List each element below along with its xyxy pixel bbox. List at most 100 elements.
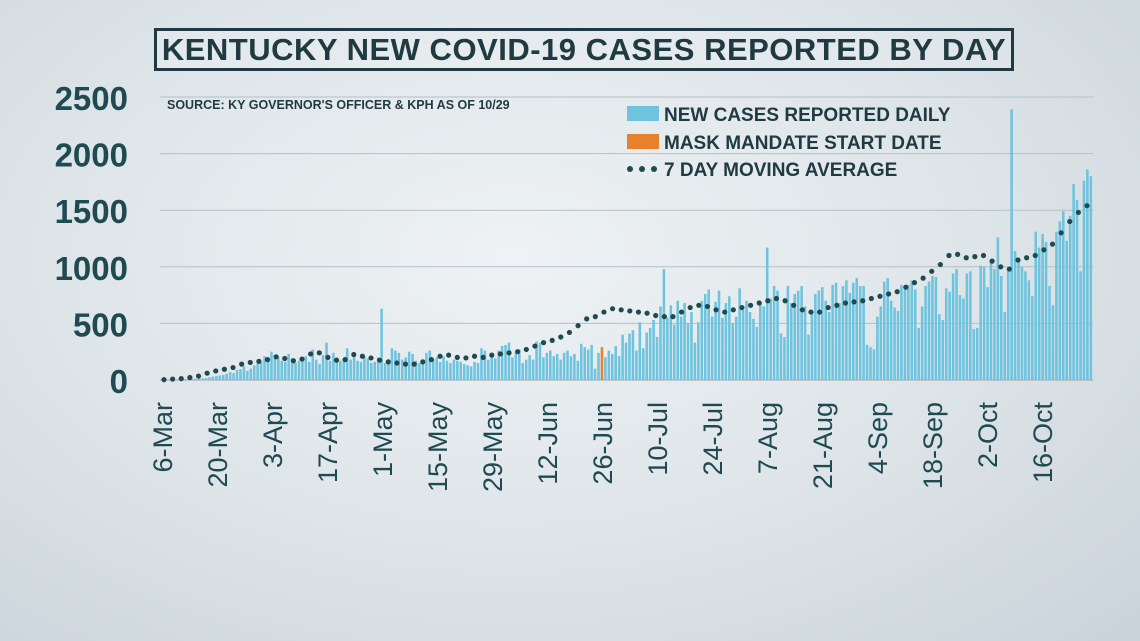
moving-average-dot <box>333 357 340 363</box>
daily-cases-bar <box>728 296 731 380</box>
daily-cases-bar <box>690 312 693 380</box>
daily-cases-bar <box>277 357 280 380</box>
daily-cases-bar <box>342 358 346 380</box>
daily-cases-bar <box>528 355 531 380</box>
moving-average-dot <box>644 310 650 316</box>
moving-average-dot <box>730 307 736 313</box>
moving-average-dot <box>972 254 978 260</box>
x-tick-label: 21-Aug <box>808 402 838 489</box>
daily-cases-bar <box>573 353 576 380</box>
source-note: SOURCE: KY GOVERNOR'S OFFICER & KPH AS O… <box>167 98 510 112</box>
daily-cases-bar <box>593 368 597 380</box>
daily-cases-bar <box>493 358 497 380</box>
daily-cases-bar <box>480 348 483 380</box>
daily-cases-bar <box>421 359 425 380</box>
daily-cases-bar <box>638 322 642 380</box>
daily-cases-bar <box>246 370 249 380</box>
daily-cases-bar <box>714 301 717 380</box>
daily-cases-bar <box>800 286 803 380</box>
daily-cases-bar <box>363 356 366 380</box>
x-tick-label: 16-Oct <box>1028 402 1058 484</box>
daily-cases-bar <box>738 288 741 380</box>
moving-average-dot <box>1032 252 1038 259</box>
daily-cases-bar <box>280 360 284 380</box>
daily-cases-bar <box>748 312 752 380</box>
legend-label: MASK MANDATE START DATE <box>664 133 942 154</box>
daily-cases-bar <box>184 379 187 380</box>
moving-average-dot <box>368 355 374 361</box>
daily-cases-bar <box>941 320 945 380</box>
moving-average-dot <box>420 359 426 365</box>
moving-average-dot <box>463 355 469 361</box>
x-tick-label: 1-May <box>368 402 398 478</box>
moving-average-series <box>161 203 1090 383</box>
daily-cases-bar <box>328 360 332 380</box>
x-tick-label: 18-Sep <box>918 402 948 489</box>
bar-series <box>163 109 1093 380</box>
moving-average-dot <box>290 358 296 364</box>
moving-average-dot <box>394 360 400 366</box>
moving-average-dot <box>998 264 1004 270</box>
daily-cases-bar <box>1072 184 1075 380</box>
daily-cases-bar <box>376 357 380 380</box>
daily-cases-bar <box>676 300 679 380</box>
daily-cases-bar <box>1031 296 1034 380</box>
daily-cases-bar <box>325 342 328 380</box>
daily-cases-bar <box>924 286 927 380</box>
daily-cases-bar <box>308 361 311 380</box>
x-tick-label: 29-May <box>478 402 508 493</box>
moving-average-dot <box>239 361 245 367</box>
daily-cases-bar <box>1024 271 1027 380</box>
daily-cases-bar <box>235 369 239 380</box>
daily-cases-bar <box>893 307 896 380</box>
x-tick-label: 15-May <box>423 402 453 493</box>
daily-cases-bar <box>452 359 456 380</box>
daily-cases-bar <box>769 298 772 380</box>
daily-cases-bar <box>672 324 676 380</box>
daily-cases-bar <box>986 287 989 380</box>
daily-cases-bar <box>641 348 645 380</box>
daily-cases-bar <box>287 353 290 380</box>
daily-cases-bar <box>824 300 827 380</box>
x-tick-label: 2-Oct <box>973 402 1003 469</box>
moving-average-dot <box>601 309 607 315</box>
moving-average-dot <box>627 308 633 314</box>
daily-cases-bar <box>810 314 814 380</box>
legend: NEW CASES REPORTED DAILY MASK MANDATE STA… <box>627 105 951 181</box>
daily-cases-bar <box>948 291 951 380</box>
daily-cases-bar <box>838 303 841 380</box>
daily-cases-bar <box>566 350 569 380</box>
daily-cases-bar <box>852 282 855 380</box>
daily-cases-bar <box>401 359 404 380</box>
daily-cases-bar <box>955 269 958 380</box>
daily-cases-bar <box>201 378 204 380</box>
daily-cases-bar <box>411 353 414 380</box>
daily-cases-bar <box>497 350 500 380</box>
daily-cases-bar <box>975 327 979 380</box>
daily-cases-bar <box>907 284 910 380</box>
daily-cases-bar <box>507 342 511 380</box>
moving-average-dot <box>1058 230 1064 236</box>
daily-cases-bar <box>356 360 359 380</box>
daily-cases-bar <box>931 275 934 380</box>
daily-cases-bar <box>662 269 666 380</box>
moving-average-dot <box>497 351 504 357</box>
daily-cases-bar <box>831 284 834 380</box>
daily-cases-bar <box>814 293 817 380</box>
moving-average-dot <box>739 304 745 311</box>
daily-cases-bar <box>772 286 776 380</box>
daily-cases-bar <box>1086 169 1089 380</box>
daily-cases-bar <box>225 373 228 380</box>
daily-cases-bar <box>208 377 211 380</box>
moving-average-dot <box>1015 257 1021 263</box>
moving-average-dot <box>722 309 728 315</box>
daily-cases-bar <box>1048 286 1051 380</box>
daily-cases-bar <box>710 316 714 380</box>
moving-average-dot <box>868 295 874 302</box>
daily-cases-bar <box>765 247 769 380</box>
daily-cases-bar <box>707 289 710 380</box>
daily-cases-bar <box>759 301 762 380</box>
daily-cases-bar <box>442 356 445 380</box>
daily-cases-bar <box>511 357 514 380</box>
daily-cases-bar <box>700 300 704 380</box>
